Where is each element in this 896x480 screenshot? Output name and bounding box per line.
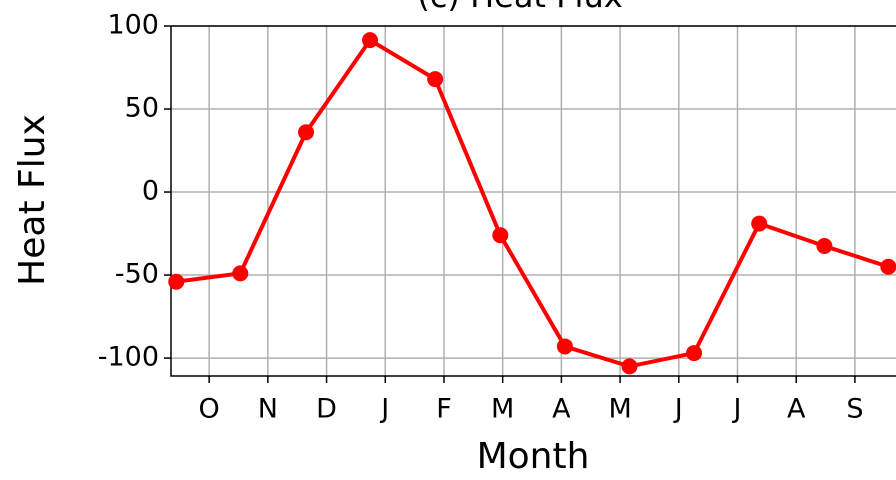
x-tick-label: J [732, 394, 742, 425]
x-tick-label: J [379, 394, 389, 425]
x-tick-label: O [199, 394, 220, 425]
marker [816, 237, 833, 254]
x-tick-label: N [258, 394, 278, 425]
marker [232, 265, 249, 282]
marker [298, 124, 315, 141]
chart-title: (c) Heat Flux [417, 0, 622, 15]
x-tick-label: A [552, 394, 571, 425]
marker [621, 358, 638, 375]
x-tick-label: M [608, 394, 631, 425]
marker [168, 273, 185, 290]
x-tick-label: A [787, 394, 806, 425]
x-tick-label: M [491, 394, 514, 425]
y-tick-label: -50 [115, 259, 159, 290]
marker [492, 227, 509, 244]
y-tick-label: 0 [142, 176, 159, 207]
line [176, 38, 889, 369]
y-axis-label: Heat Flux [12, 114, 53, 286]
marker [686, 345, 703, 362]
marker [556, 338, 573, 355]
marker [751, 215, 768, 232]
y-tick-label: -100 [98, 342, 159, 373]
x-axis-label: Month [477, 436, 590, 477]
marker [362, 32, 379, 49]
y-tick-label: 100 [107, 10, 159, 41]
marker [427, 71, 444, 88]
marker [880, 258, 896, 275]
x-tick-label: J [673, 394, 683, 425]
x-tick-label: F [436, 394, 452, 425]
x-tick-label: D [316, 394, 337, 425]
y-tick-label: 50 [125, 93, 159, 124]
x-tick-label: S [846, 394, 863, 425]
axes-frame [170, 25, 896, 377]
